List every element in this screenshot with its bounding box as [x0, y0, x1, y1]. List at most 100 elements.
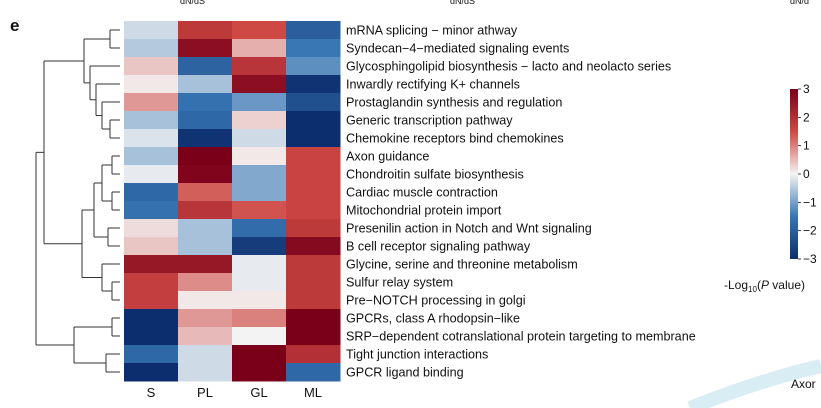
row-label: Glycine, serine and threonine metabolism — [346, 258, 578, 272]
heatmap-cell — [178, 165, 233, 184]
color-scale-title: -Log10(P value) — [724, 278, 805, 294]
row-label: mRNA splicing − minor athway — [346, 24, 518, 38]
row-label: Prostaglandin synthesis and regulation — [346, 96, 562, 110]
row-label: Generic transcription pathway — [346, 114, 513, 128]
heatmap-cell — [232, 201, 287, 220]
column-labels: S PL GL ML — [147, 385, 322, 400]
color-scale-bar — [790, 89, 798, 259]
row-label: Inwardly rectifying K+ channels — [346, 78, 520, 92]
column-label: PL — [197, 385, 213, 400]
heatmap-cell — [178, 273, 233, 292]
heatmap-cell — [232, 165, 287, 184]
heatmap-cell — [124, 345, 179, 364]
decorative-arc — [687, 359, 821, 408]
heatmap-cell — [232, 309, 287, 328]
heatmap-cell — [232, 345, 287, 364]
row-label: Chondroitin sulfate biosynthesis — [346, 168, 524, 182]
heatmap-cell — [178, 183, 233, 202]
heatmap-cell — [124, 75, 179, 94]
heatmap-cell — [232, 57, 287, 76]
heatmap-cell — [286, 345, 341, 364]
heatmap-cell — [286, 273, 341, 292]
heatmap-cell — [232, 93, 287, 112]
row-label: Cardiac muscle contraction — [346, 186, 498, 200]
heatmap-cell — [124, 147, 179, 166]
heatmap-cell — [178, 309, 233, 328]
row-label: GPCRs, class A rhodopsin−like — [346, 312, 520, 326]
heatmap-cell — [286, 327, 341, 346]
side-text-fragment: Axor — [791, 377, 816, 391]
heatmap-cell — [178, 57, 233, 76]
heatmap-cell — [286, 255, 341, 274]
heatmap-cell — [124, 183, 179, 202]
panel-letter: e — [10, 16, 19, 35]
row-label: Sulfur relay system — [346, 276, 453, 290]
heatmap-cell — [178, 39, 233, 58]
top-fragments: dN/dS dN/dS dN/d — [180, 0, 809, 6]
column-label: S — [147, 385, 156, 400]
heatmap-cell — [178, 255, 233, 274]
heatmap-cell — [232, 183, 287, 202]
heatmap-cell — [286, 219, 341, 238]
heatmap-cell — [286, 129, 341, 148]
heatmap-cell — [178, 327, 233, 346]
color-scale-tick-label: 0 — [803, 167, 810, 181]
heatmap-cell — [124, 39, 179, 58]
heatmap-cell — [124, 309, 179, 328]
heatmap-cell — [286, 75, 341, 94]
heatmap-cell — [124, 363, 179, 382]
heatmap-cell — [286, 309, 341, 328]
heatmap-cell — [232, 291, 287, 310]
heatmap-cell — [286, 111, 341, 130]
heatmap-cell — [178, 219, 233, 238]
heatmap-cell — [124, 201, 179, 220]
row-label: GPCR ligand binding — [346, 366, 464, 380]
heatmap-cell — [178, 291, 233, 310]
row-label: Chemokine receptors bind chemokines — [346, 132, 564, 146]
row-label: Mitochondrial protein import — [346, 204, 502, 218]
color-scale-tick-label: 3 — [803, 82, 810, 96]
heatmap-cell — [124, 129, 179, 148]
heatmap-cell — [124, 255, 179, 274]
heatmap-cell — [124, 237, 179, 256]
heatmap-cell — [232, 237, 287, 256]
heatmap-cell — [286, 291, 341, 310]
color-scale-legend: 3 2 1 0 −1 −2 −3 -Log10(P value) — [724, 82, 817, 294]
heatmap-cell — [232, 21, 287, 40]
heatmap-cell — [232, 273, 287, 292]
heatmap-cell — [178, 147, 233, 166]
heatmap-cell — [178, 111, 233, 130]
heatmap-cell — [178, 75, 233, 94]
heatmap-cell — [286, 93, 341, 112]
color-scale-tick-label: 2 — [803, 110, 810, 124]
top-text-fragment: dN/dS — [450, 0, 475, 6]
heatmap-cell — [232, 327, 287, 346]
row-label: B cell receptor signaling pathway — [346, 240, 531, 254]
color-scale-tick-label: −2 — [803, 224, 817, 238]
heatmap-cell — [286, 39, 341, 58]
heatmap-cell — [178, 129, 233, 148]
heatmap-cell — [286, 363, 341, 382]
top-text-fragment: dN/d — [790, 0, 809, 6]
heatmap-cell — [124, 57, 179, 76]
heatmap-cell — [178, 363, 233, 382]
heatmap-cell — [124, 93, 179, 112]
heatmap-cell — [232, 147, 287, 166]
heatmap-cell — [124, 21, 179, 40]
heatmap-cell — [178, 345, 233, 364]
heatmap-cell — [232, 75, 287, 94]
heatmap-cell — [286, 183, 341, 202]
row-label: Presenilin action in Notch and Wnt signa… — [346, 222, 592, 236]
heatmap-cell — [178, 93, 233, 112]
heatmap-cell — [124, 219, 179, 238]
heatmap-cells — [124, 21, 341, 382]
heatmap-cell — [286, 147, 341, 166]
heatmap-cell — [178, 21, 233, 40]
color-scale-tick-label: −3 — [803, 252, 817, 266]
row-labels: mRNA splicing − minor athway Syndecan−4−m… — [346, 24, 696, 380]
top-text-fragment: dN/dS — [180, 0, 205, 6]
heatmap-cell — [124, 273, 179, 292]
color-scale-tick-label: −1 — [803, 195, 817, 209]
